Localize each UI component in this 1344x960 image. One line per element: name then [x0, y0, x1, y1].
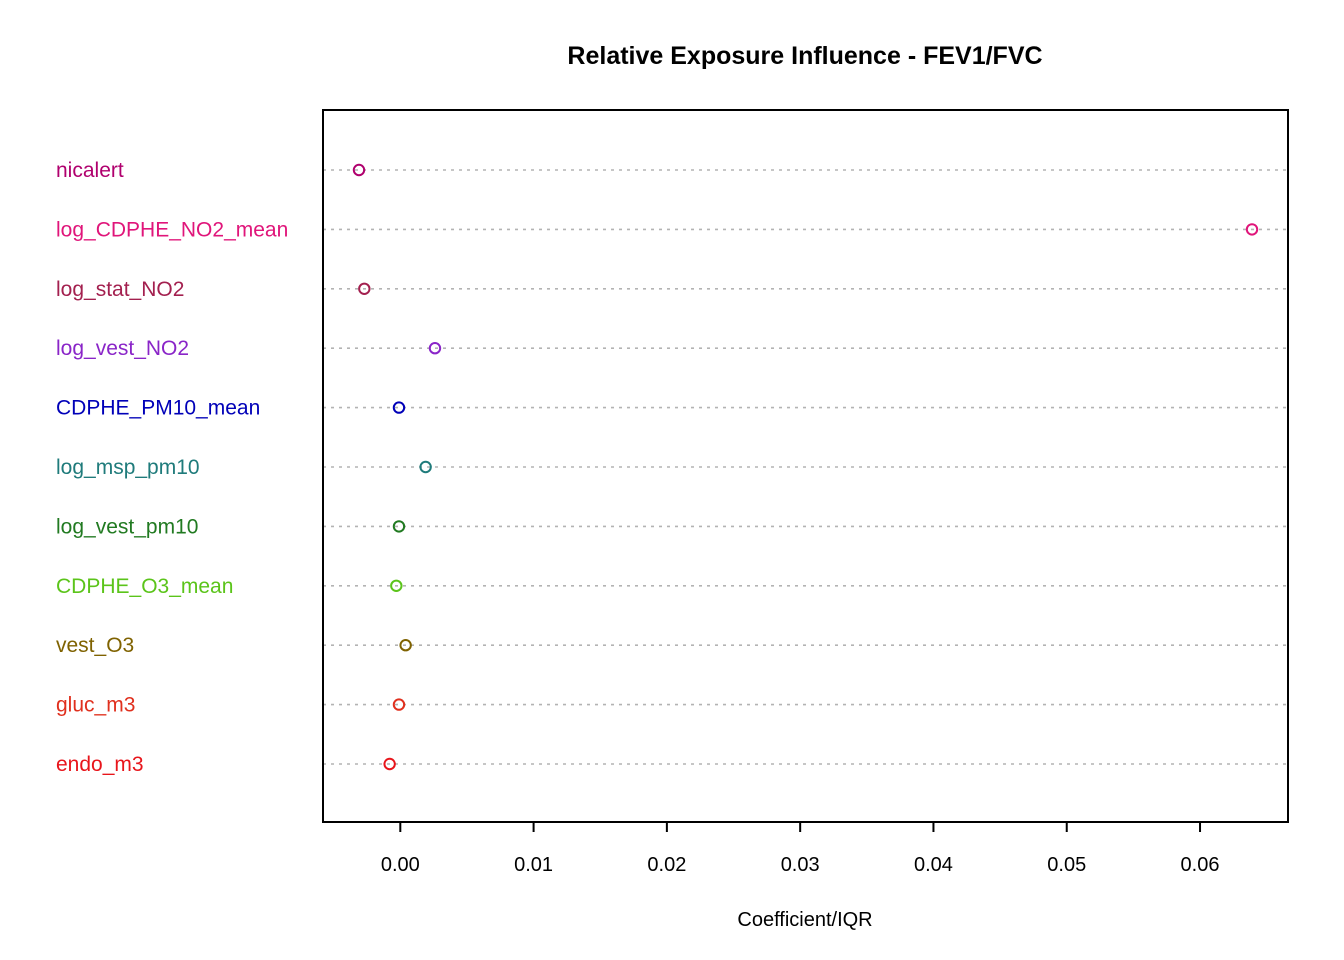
data-point — [358, 282, 371, 295]
x-tick-label: 0.00 — [381, 854, 420, 876]
data-point — [352, 163, 366, 177]
data-points — [352, 163, 1259, 771]
category-label: log_stat_NO2 — [56, 278, 184, 301]
category-label: vest_O3 — [56, 634, 134, 657]
data-point — [392, 520, 406, 533]
data-point — [419, 460, 432, 474]
x-tick-label: 0.03 — [781, 854, 820, 876]
category-label: nicalert — [56, 159, 124, 182]
category-label: log_vest_NO2 — [56, 337, 189, 360]
category-label: gluc_m3 — [56, 694, 135, 717]
data-point — [392, 401, 406, 414]
x-axis-label: Coefficient/IQR — [737, 909, 872, 931]
data-point — [399, 639, 412, 652]
x-tick-label: 0.06 — [1181, 854, 1220, 876]
category-label: log_msp_pm10 — [56, 456, 200, 479]
data-point — [1245, 223, 1259, 236]
row-labels: nicalert log_CDPHE_NO2_mean log_stat_NO2lo… — [56, 159, 288, 776]
category-label: endo_m3 — [56, 753, 144, 776]
x-tick-label: 0.04 — [914, 854, 953, 876]
data-point — [390, 579, 403, 592]
category-label: CDPHE_PM10_mean — [56, 397, 260, 420]
chart-title: Relative Exposure Influence - FEV1/FVC — [567, 42, 1042, 70]
data-point — [392, 698, 406, 711]
x-axis: 0.00 0.01 0.02 0.03 0.04 0.05 0.06 — [381, 822, 1220, 876]
category-label: log_CDPHE_NO2_mean — [56, 218, 288, 241]
data-point — [428, 342, 442, 355]
plot-frame — [322, 109, 1289, 823]
category-label: CDPHE_O3_mean — [56, 575, 233, 598]
category-label: log_vest_pm10 — [56, 515, 198, 538]
x-tick-label: 0.02 — [647, 854, 686, 876]
grid-lines — [323, 169, 1288, 765]
x-tick-label: 0.05 — [1047, 854, 1086, 876]
x-tick-label: 0.01 — [514, 854, 553, 876]
data-point — [383, 757, 396, 771]
